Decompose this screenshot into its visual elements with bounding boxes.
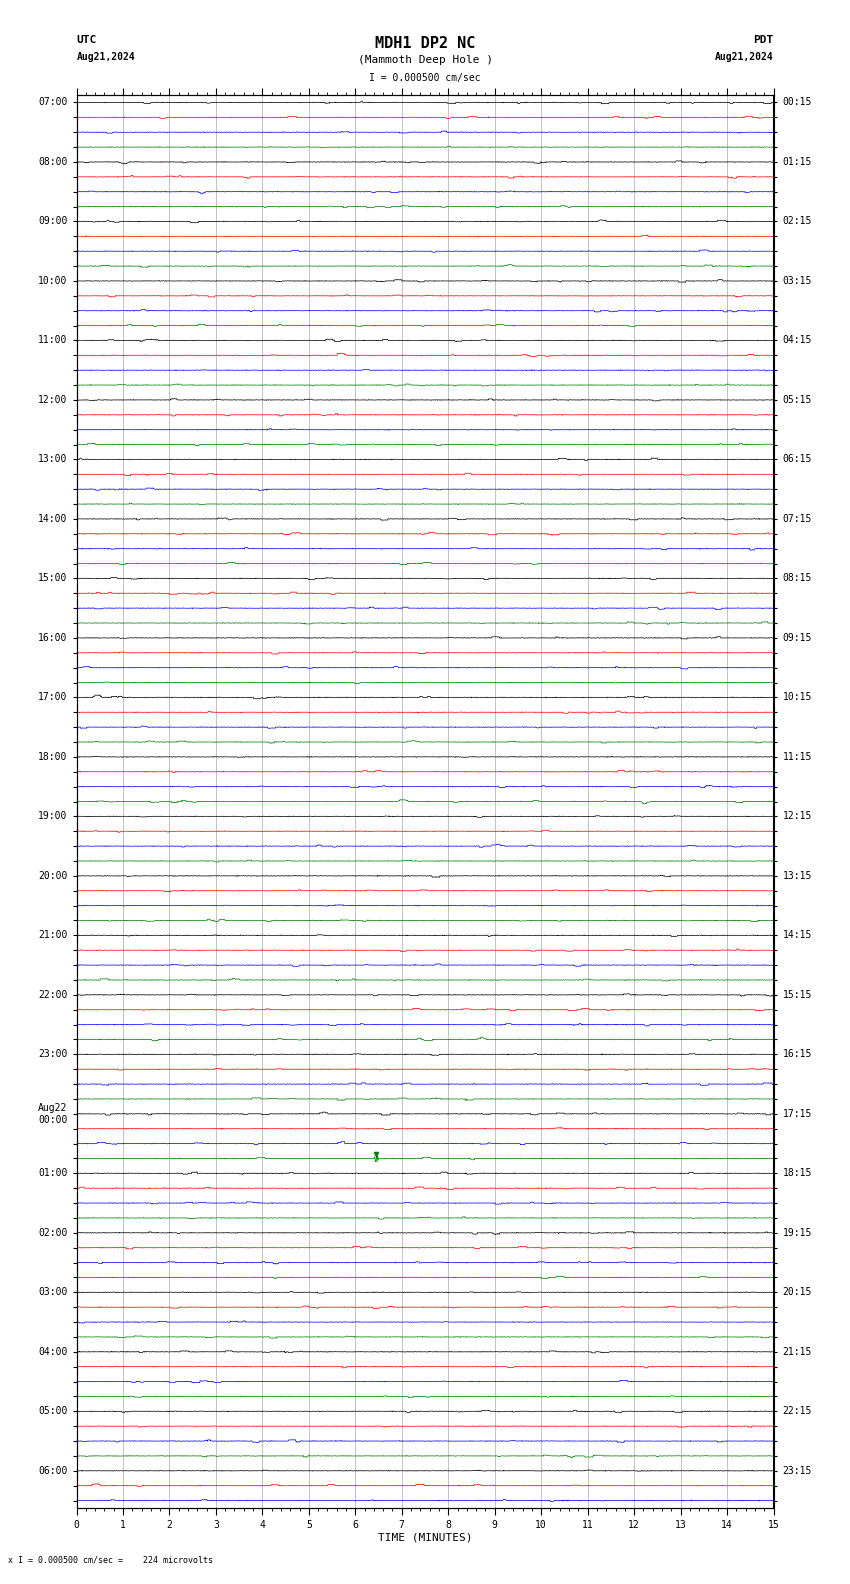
Text: I = 0.000500 cm/sec: I = 0.000500 cm/sec: [369, 73, 481, 82]
Text: Aug21,2024: Aug21,2024: [76, 52, 135, 62]
Text: PDT: PDT: [753, 35, 774, 44]
Text: UTC: UTC: [76, 35, 97, 44]
X-axis label: TIME (MINUTES): TIME (MINUTES): [377, 1533, 473, 1543]
Text: Aug21,2024: Aug21,2024: [715, 52, 774, 62]
Text: (Mammoth Deep Hole ): (Mammoth Deep Hole ): [358, 55, 492, 65]
Text: MDH1 DP2 NC: MDH1 DP2 NC: [375, 36, 475, 51]
Text: x I = 0.000500 cm/sec =    224 microvolts: x I = 0.000500 cm/sec = 224 microvolts: [8, 1555, 213, 1565]
